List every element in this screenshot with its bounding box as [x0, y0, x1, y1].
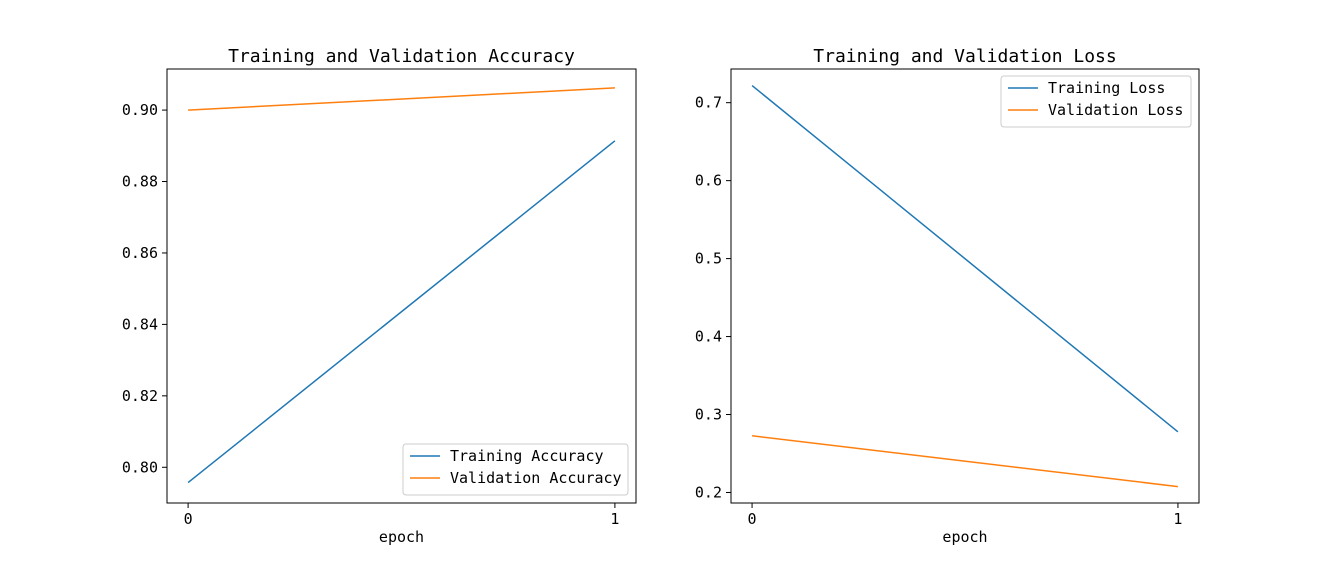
y-tick-label: 0.86 — [122, 244, 158, 262]
legend: Training Loss Validation Loss — [1000, 75, 1192, 128]
series-line-0 — [751, 85, 1179, 433]
legend: Training Accuracy Validation Accuracy — [402, 443, 629, 496]
plot-frame — [166, 68, 637, 504]
legend-label: Validation Accuracy — [450, 469, 622, 487]
y-tick-label: 0.6 — [695, 172, 722, 190]
y-tick-label: 0.7 — [695, 94, 722, 112]
chart-title: Training and Validation Accuracy — [228, 46, 575, 67]
series-line-0 — [187, 140, 616, 484]
y-tick-label: 0.5 — [695, 250, 722, 268]
y-tick-label: 0.80 — [122, 458, 158, 476]
x-tick-label: 0 — [184, 510, 193, 528]
y-tick-label: 0.2 — [695, 483, 722, 501]
x-tick-label: 1 — [1173, 510, 1182, 528]
x-tick-label: 1 — [610, 510, 619, 528]
y-tick-label: 0.84 — [122, 315, 158, 333]
legend-box — [1000, 75, 1192, 128]
y-tick-label: 0.88 — [122, 173, 158, 191]
x-tick-label: 0 — [748, 510, 757, 528]
y-tick-label: 0.3 — [695, 406, 722, 424]
chart-panel-0: Training and Validation Accuracy 0.80 0.82… — [122, 46, 637, 546]
y-tick-label: 0.90 — [122, 101, 158, 119]
legend-label: Validation Loss — [1048, 101, 1183, 119]
series-line-1 — [752, 435, 1178, 488]
series-line-1 — [188, 87, 615, 111]
y-tick-label: 0.4 — [695, 328, 722, 346]
legend-label: Training Loss — [1048, 79, 1165, 97]
legend-label: Training Accuracy — [450, 447, 604, 465]
legend-box — [402, 443, 629, 496]
chart-panel-1: Training and Validation Loss 0.2 0.3 0.4 0.5… — [695, 46, 1200, 546]
chart-title: Training and Validation Loss — [813, 46, 1116, 67]
x-axis-label: epoch — [379, 528, 424, 546]
x-axis-label: epoch — [942, 528, 987, 546]
y-tick-label: 0.82 — [122, 387, 158, 405]
plot-frame — [730, 68, 1200, 504]
